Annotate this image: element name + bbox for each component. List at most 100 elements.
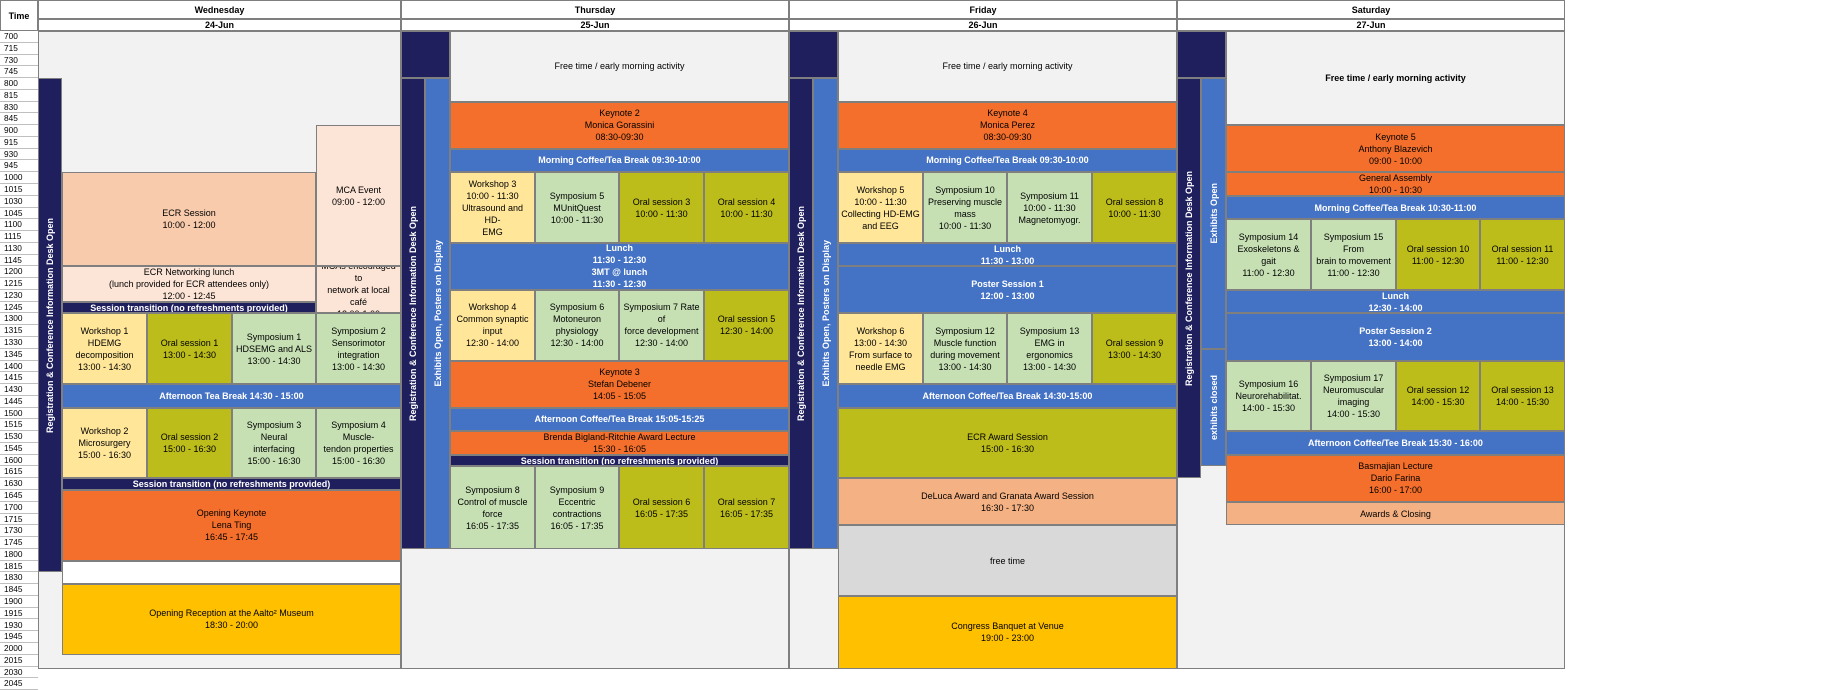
time-slot: 1700 <box>0 501 38 514</box>
thu-desk-open-label: Registration & Conference Information De… <box>408 205 418 421</box>
sat-oral-12[interactable]: Oral session 12 14:00 - 15:30 <box>1396 360 1480 432</box>
thu-symposium-8[interactable]: Symposium 8 Control of muscle force 16:0… <box>450 466 535 549</box>
time-slot: 1915 <box>0 607 38 620</box>
sat-oral-11[interactable]: Oral session 11 11:00 - 12:30 <box>1480 219 1565 290</box>
time-slot: 1600 <box>0 454 38 467</box>
thu-workshop-4[interactable]: Workshop 4 Common synaptic input 12:30 -… <box>450 289 535 361</box>
sat-exhibits-closed-label: exhibits closed <box>1208 375 1219 441</box>
thu-oral-3[interactable]: Oral session 3 10:00 - 11:30 <box>619 172 704 243</box>
fri-exhibits-open: Exhibits Open, Posters on Display <box>813 78 838 549</box>
fri-free-time: Free time / early morning activity <box>838 31 1177 102</box>
wed-mca-event[interactable]: MCA Event 09:00 - 12:00 <box>316 125 401 267</box>
sat-exhibits-closed: exhibits closed <box>1201 348 1226 467</box>
fri-symposium-11[interactable]: Symposium 11 10:00 - 11:30 Magnetomyogr. <box>1007 172 1092 243</box>
time-slot: 1145 <box>0 254 38 267</box>
time-slot: 1030 <box>0 195 38 208</box>
time-slot: 800 <box>0 78 38 90</box>
wed-transition-2: Session transition (no refreshments prov… <box>62 478 401 491</box>
thu-oral-7[interactable]: Oral session 7 16:05 - 17:35 <box>704 466 789 549</box>
day-name-saturday: Saturday <box>1177 0 1565 19</box>
fri-oral-9[interactable]: Oral session 9 13:00 - 14:30 <box>1092 313 1177 385</box>
wed-symposium-2[interactable]: Symposium 2 Sensorimotor integration 13:… <box>316 313 401 385</box>
time-slot: 745 <box>0 66 38 79</box>
thu-symposium-5[interactable]: Symposium 5 MUnitQuest 10:00 - 11:30 <box>535 172 619 243</box>
wed-symposium-1[interactable]: Symposium 1 HDSEMG and ALS 13:00 - 14:30 <box>232 313 316 385</box>
sat-basmajian-lecture[interactable]: Basmajian Lecture Dario Farina 16:00 - 1… <box>1226 454 1565 502</box>
fri-lunch: Lunch 11:30 - 13:00 <box>838 242 1177 267</box>
time-slot: 1245 <box>0 301 38 314</box>
wed-opening-keynote[interactable]: Opening Keynote Lena Ting 16:45 - 17:45 <box>62 490 401 561</box>
time-slot: 1815 <box>0 560 38 573</box>
fri-symposium-10[interactable]: Symposium 10 Preserving muscle mass 10:0… <box>923 172 1007 243</box>
wed-ecr-lunch[interactable]: ECR Networking lunch (lunch provided for… <box>62 266 316 302</box>
thu-keynote-2[interactable]: Keynote 2 Monica Gorassini 08:30-09:30 <box>450 101 789 149</box>
wed-symposium-4[interactable]: Symposium 4 Muscle- tendon properties 15… <box>316 407 401 479</box>
thu-symposium-9[interactable]: Symposium 9 Eccentric contractions 16:05… <box>535 466 619 549</box>
fri-symposium-12[interactable]: Symposium 12 Muscle function during move… <box>923 313 1007 385</box>
wed-workshop-2[interactable]: Workshop 2 Microsurgery 15:00 - 16:30 <box>62 407 147 479</box>
sat-symposium-17[interactable]: Symposium 17 Neuromuscular imaging 14:00… <box>1311 360 1396 432</box>
time-slot: 1900 <box>0 595 38 608</box>
day-name-thursday: Thursday <box>401 0 789 19</box>
time-slot: 1215 <box>0 278 38 290</box>
fri-workshop-5[interactable]: Workshop 5 10:00 - 11:30 Collecting HD-E… <box>838 172 923 243</box>
wed-opening-reception[interactable]: Opening Reception at the Aalto² Museum 1… <box>62 584 401 655</box>
wed-workshop-1[interactable]: Workshop 1 HDEMG decomposition 13:00 - 1… <box>62 313 147 385</box>
time-slot: 1845 <box>0 584 38 596</box>
time-slot: 815 <box>0 89 38 102</box>
fri-morning-coffee: Morning Coffee/Tea Break 09:30-10:00 <box>838 148 1177 173</box>
sat-symposium-15[interactable]: Symposium 15 From brain to movement 11:0… <box>1311 219 1396 290</box>
day-date-friday: 26-Jun <box>789 19 1177 31</box>
sat-free-time: Free time / early morning activity <box>1226 31 1565 126</box>
sat-keynote-5[interactable]: Keynote 5 Anthony Blazevich 09:00 - 10:0… <box>1226 125 1565 173</box>
time-slot: 945 <box>0 160 38 173</box>
time-slot: 1415 <box>0 372 38 385</box>
time-slot: 715 <box>0 42 38 55</box>
thu-workshop-3[interactable]: Workshop 3 10:00 - 11:30 Ultrasound and … <box>450 172 535 243</box>
fri-keynote-4[interactable]: Keynote 4 Monica Perez 08:30-09:30 <box>838 101 1177 149</box>
wed-mca-cafe[interactable]: MCAs encouraged to network at local café… <box>316 266 401 314</box>
wed-desk-open: Registration & Conference Information De… <box>38 78 62 573</box>
time-slot: 1930 <box>0 619 38 632</box>
time-header: Time <box>0 0 38 31</box>
wed-oral-2[interactable]: Oral session 2 15:00 - 16:30 <box>147 407 232 479</box>
time-slot: 1015 <box>0 184 38 196</box>
fri-ecr-award[interactable]: ECR Award Session 15:00 - 16:30 <box>838 407 1177 479</box>
time-slot: 1100 <box>0 219 38 232</box>
thu-symposium-7[interactable]: Symposium 7 Rate of force development 12… <box>619 289 704 361</box>
fri-deluca-award[interactable]: DeLuca Award and Granata Award Session 1… <box>838 478 1177 526</box>
thu-oral-5[interactable]: Oral session 5 12:30 - 14:00 <box>704 289 789 361</box>
thu-oral-4[interactable]: Oral session 4 10:00 - 11:30 <box>704 172 789 243</box>
fri-desk-open-label: Registration & Conference Information De… <box>796 205 806 421</box>
time-slot: 1500 <box>0 407 38 420</box>
time-slot: 1200 <box>0 266 38 279</box>
time-slot: 1515 <box>0 419 38 432</box>
wed-symposium-3[interactable]: Symposium 3 Neural interfacing 15:00 - 1… <box>232 407 316 479</box>
thu-afternoon-coffee: Afternoon Coffee/Tea Break 15:05-15:25 <box>450 407 789 432</box>
wed-ecr-session[interactable]: ECR Session 10:00 - 12:00 <box>62 172 316 267</box>
sat-symposium-14[interactable]: Symposium 14 Exoskeletons & gait 11:00 -… <box>1226 219 1311 290</box>
fri-oral-8[interactable]: Oral session 8 10:00 - 11:30 <box>1092 172 1177 243</box>
sat-symposium-16[interactable]: Symposium 16 Neurorehabilitat. 14:00 - 1… <box>1226 360 1311 432</box>
schedule-grid: Time Wednesday 24-Jun Thursday 25-Jun Friday 2… <box>0 0 1565 690</box>
thu-symposium-6[interactable]: Symposium 6 Motoneuron physiology 12:30 … <box>535 289 619 361</box>
fri-congress-banquet[interactable]: Congress Banquet at Venue 19:00 - 23:00 <box>838 595 1177 669</box>
sat-oral-13[interactable]: Oral session 13 14:00 - 15:30 <box>1480 360 1565 432</box>
thu-morning-coffee: Morning Coffee/Tea Break 09:30-10:00 <box>450 148 789 173</box>
sat-oral-10[interactable]: Oral session 10 11:00 - 12:30 <box>1396 219 1480 290</box>
sat-poster-session-2[interactable]: Poster Session 2 13:00 - 14:00 <box>1226 313 1565 361</box>
sat-awards-closing[interactable]: Awards & Closing <box>1226 501 1565 526</box>
thu-award-lecture[interactable]: Brenda Bigland-Ritchie Award Lecture 15:… <box>450 431 789 455</box>
time-slot: 1945 <box>0 631 38 644</box>
sat-general-assembly[interactable]: General Assembly 10:00 - 10:30 <box>1226 172 1565 196</box>
fri-symposium-13[interactable]: Symposium 13 EMG in ergonomics 13:00 - 1… <box>1007 313 1092 385</box>
wed-oral-1[interactable]: Oral session 1 13:00 - 14:30 <box>147 313 232 385</box>
thu-oral-6[interactable]: Oral session 6 16:05 - 17:35 <box>619 466 704 549</box>
time-slot: 1530 <box>0 431 38 443</box>
thu-keynote-3[interactable]: Keynote 3 Stefan Debener 14:05 - 15:05 <box>450 360 789 408</box>
fri-poster-session-1[interactable]: Poster Session 1 12:00 - 13:00 <box>838 266 1177 314</box>
fri-workshop-6[interactable]: Workshop 6 13:00 - 14:30 From surface to… <box>838 313 923 385</box>
thu-transition: Session transition (no refreshments prov… <box>450 454 789 467</box>
time-slot: 900 <box>0 125 38 137</box>
fri-exhibits-open-label: Exhibits Open, Posters on Display <box>820 240 831 387</box>
